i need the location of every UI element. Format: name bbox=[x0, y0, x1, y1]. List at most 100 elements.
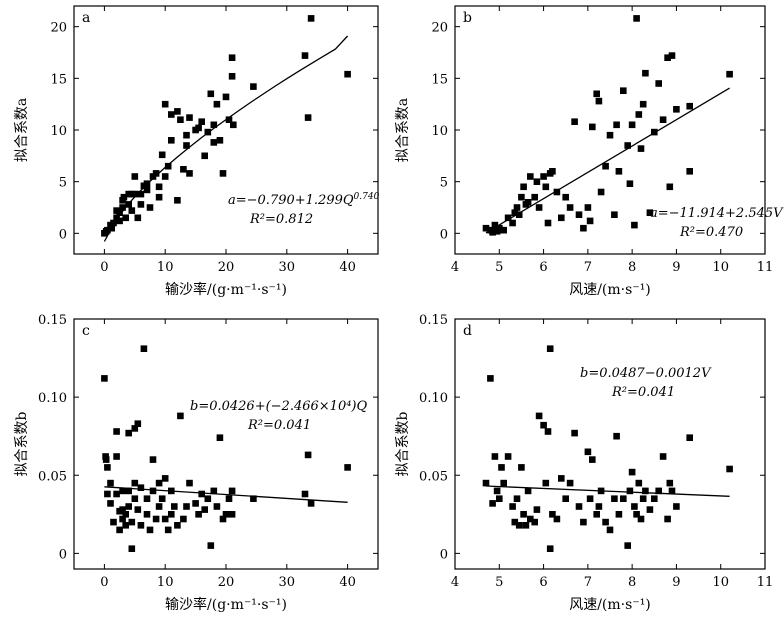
x-axis-title: 输沙率/(g·m⁻¹·s⁻¹) bbox=[165, 281, 287, 298]
data-point bbox=[225, 116, 233, 123]
data-point bbox=[222, 93, 230, 101]
x-tick-label: 4 bbox=[451, 575, 459, 590]
data-point bbox=[201, 506, 208, 513]
data-point bbox=[110, 219, 117, 227]
data-point bbox=[524, 487, 532, 495]
x-tick-label: 4 bbox=[451, 260, 459, 275]
data-point bbox=[125, 429, 132, 437]
data-point bbox=[161, 515, 169, 523]
data-point bbox=[219, 170, 227, 177]
data-point bbox=[686, 168, 693, 175]
data-point bbox=[515, 211, 523, 218]
data-point bbox=[542, 183, 550, 191]
data-point bbox=[134, 214, 142, 222]
data-point bbox=[116, 209, 123, 216]
data-point bbox=[586, 495, 594, 502]
y-tick-label: 0.15 bbox=[419, 313, 448, 328]
data-point bbox=[204, 128, 212, 136]
data-point bbox=[113, 428, 120, 435]
data-point bbox=[642, 487, 649, 495]
data-point bbox=[509, 219, 516, 227]
data-point bbox=[143, 186, 151, 194]
data-point bbox=[216, 434, 224, 441]
data-point bbox=[633, 15, 640, 22]
data-point bbox=[183, 503, 190, 510]
data-point bbox=[513, 495, 521, 502]
data-point bbox=[119, 204, 126, 211]
data-point bbox=[131, 425, 139, 432]
x-axis-title: 输沙率/(g·m⁻¹·s⁻¹) bbox=[165, 596, 287, 613]
data-point bbox=[595, 503, 603, 510]
x-tick-label: 6 bbox=[539, 575, 547, 590]
data-point bbox=[637, 145, 645, 152]
data-point bbox=[515, 522, 523, 529]
data-point bbox=[597, 188, 605, 196]
x-tick-label: 7 bbox=[584, 260, 592, 275]
data-point bbox=[546, 345, 554, 352]
data-point bbox=[511, 209, 519, 216]
data-point bbox=[125, 487, 132, 495]
data-point bbox=[104, 490, 111, 498]
data-point bbox=[666, 479, 674, 487]
data-point bbox=[250, 495, 257, 502]
data-point bbox=[504, 214, 512, 222]
data-point bbox=[520, 511, 527, 518]
data-point bbox=[304, 114, 312, 121]
data-point bbox=[210, 487, 218, 495]
y-axis-title: 拟合系数b bbox=[395, 411, 411, 476]
data-point bbox=[168, 111, 175, 118]
data-point bbox=[624, 542, 631, 549]
data-point bbox=[344, 70, 351, 78]
data-point bbox=[128, 207, 136, 214]
data-point bbox=[513, 204, 521, 211]
data-point bbox=[198, 490, 205, 498]
data-point bbox=[487, 375, 494, 382]
data-point bbox=[611, 495, 618, 502]
data-point bbox=[174, 197, 181, 204]
data-point bbox=[164, 162, 172, 170]
data-point bbox=[540, 173, 547, 180]
data-point bbox=[146, 204, 154, 211]
data-point bbox=[204, 495, 212, 502]
data-point bbox=[107, 479, 114, 487]
panel-a: 0 10 20 30 40 0 5 10 15 20 a 输沙率/(g·m⁻¹·s⁻¹) 拟合系数a a=… bbox=[14, 5, 380, 298]
data-point bbox=[518, 193, 525, 201]
plot-frame bbox=[454, 318, 766, 570]
data-point bbox=[628, 121, 636, 129]
data-point bbox=[664, 515, 671, 523]
data-point bbox=[161, 100, 169, 108]
y-tick-label: 0.05 bbox=[38, 469, 67, 484]
data-points bbox=[482, 15, 733, 236]
data-point bbox=[659, 453, 667, 460]
data-point bbox=[174, 522, 181, 529]
data-point bbox=[307, 500, 315, 507]
data-point bbox=[668, 52, 676, 59]
data-point bbox=[102, 456, 110, 463]
y-tick-label: 0.05 bbox=[419, 469, 448, 484]
data-point bbox=[301, 52, 309, 59]
data-points bbox=[482, 345, 733, 552]
data-point bbox=[143, 495, 151, 502]
data-point bbox=[639, 495, 647, 502]
data-point bbox=[180, 515, 187, 523]
x-tick-label: 20 bbox=[218, 260, 235, 275]
data-point bbox=[128, 518, 136, 526]
data-point bbox=[544, 428, 552, 435]
data-point bbox=[177, 116, 184, 123]
data-point bbox=[489, 500, 496, 507]
data-point bbox=[120, 193, 128, 201]
data-point bbox=[664, 54, 671, 61]
data-point bbox=[544, 219, 552, 227]
data-point bbox=[122, 511, 129, 518]
y-tick-label: 0 bbox=[440, 547, 448, 562]
data-point bbox=[558, 214, 565, 222]
data-point bbox=[496, 495, 503, 502]
data-points bbox=[101, 345, 351, 552]
data-point bbox=[626, 487, 634, 495]
data-point bbox=[158, 151, 166, 159]
data-point bbox=[602, 162, 609, 170]
data-point bbox=[137, 201, 145, 208]
y-tick-label: 0 bbox=[440, 227, 448, 242]
panel-label: a bbox=[82, 10, 90, 26]
